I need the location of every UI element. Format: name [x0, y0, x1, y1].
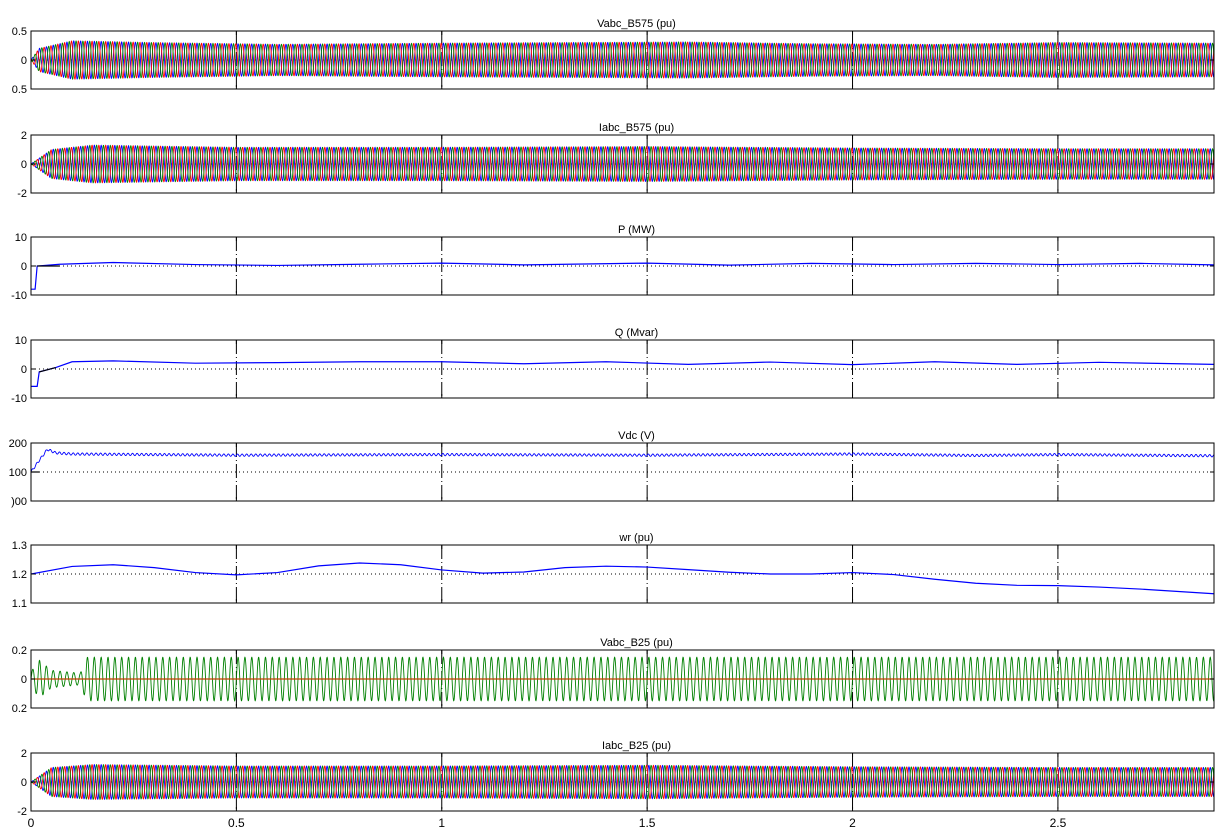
y-tick-label: 10	[15, 335, 27, 347]
trace-line	[31, 144, 1214, 184]
y-tick-label: 200	[9, 438, 27, 450]
y-tick-label: -2	[17, 188, 27, 200]
x-tick-label: 1	[438, 816, 445, 830]
scope-panel: Iabc_B575 (pu) 2 0 -2	[17, 122, 1215, 200]
y-tick-label: 1.1	[12, 598, 27, 610]
panel-title: P (MW)	[618, 224, 655, 236]
trace-group	[31, 763, 1214, 801]
y-tick-label: -2	[17, 806, 27, 818]
y-tick-label: 0.5	[12, 84, 27, 96]
trace-group	[31, 360, 1214, 387]
y-tick-label: )00	[11, 496, 27, 508]
y-tick-label: 100	[9, 467, 27, 479]
x-tick-label: 2.5	[1050, 816, 1067, 830]
trace-line	[31, 40, 1214, 80]
scope-panel: Q (Mvar) 10 0 -10	[11, 327, 1215, 405]
y-tick-label: 0	[21, 364, 27, 376]
x-tick-label: 0	[28, 816, 35, 830]
trace-line	[31, 261, 1214, 290]
scope-panel: Iabc_B25 (pu) 2 0 -2	[17, 740, 1215, 818]
trace-group	[31, 562, 1214, 595]
y-tick-label: 2	[21, 130, 27, 142]
y-tick-label: 10	[15, 232, 27, 244]
panel-title: Vdc (V)	[618, 430, 655, 442]
trace-line	[31, 40, 1214, 80]
scope-panel: Vabc_B25 (pu) 0.2 0 0.2	[12, 637, 1215, 715]
panel-title: Vabc_B575 (pu)	[597, 18, 676, 30]
y-tick-label: 0.2	[12, 645, 27, 657]
trace-group	[31, 261, 1214, 290]
x-tick-label: 1.5	[639, 816, 656, 830]
y-tick-label: 0	[21, 674, 27, 686]
y-tick-label: 2	[21, 748, 27, 760]
trace-line	[31, 144, 1214, 184]
panel-title: Q (Mvar)	[615, 327, 658, 339]
panel-title: Vabc_B25 (pu)	[600, 637, 673, 649]
trace-line	[31, 763, 1214, 801]
plot-area	[30, 339, 1215, 399]
trace-group	[31, 656, 1214, 702]
y-tick-label: -10	[11, 290, 27, 302]
scope-panel: wr (pu) 1.3 1.2 1.1	[12, 532, 1215, 610]
x-tick-label: 0.5	[228, 816, 245, 830]
y-tick-label: 0	[21, 261, 27, 273]
panel-title: wr (pu)	[618, 532, 653, 544]
scope-panel: Vdc (V) 200 100 )00	[9, 430, 1215, 508]
plot-area	[30, 544, 1215, 604]
y-tick-label: 1.3	[12, 540, 27, 552]
trace-group	[31, 144, 1214, 184]
plot-area	[30, 236, 1215, 296]
y-tick-label: 0.2	[12, 703, 27, 715]
panel-title: Iabc_B25 (pu)	[602, 740, 671, 752]
x-tick-label: 2	[849, 816, 856, 830]
y-tick-label: -10	[11, 393, 27, 405]
scope-panel: Vabc_B575 (pu) 0.5 0 0.5	[12, 18, 1215, 96]
y-tick-label: 0	[21, 55, 27, 67]
trace-line	[31, 448, 1214, 473]
trace-group	[31, 40, 1214, 80]
trace-line	[39, 366, 56, 373]
trace-line	[31, 763, 1214, 801]
scope-panel: P (MW) 10 0 -10	[11, 224, 1215, 302]
panel-title: Iabc_B575 (pu)	[599, 122, 674, 134]
trace-line	[31, 562, 1214, 595]
y-tick-label: 0	[21, 777, 27, 789]
y-tick-label: 0	[21, 159, 27, 171]
y-tick-label: 0.5	[12, 26, 27, 38]
plot-area	[30, 442, 1215, 502]
y-tick-label: 1.2	[12, 569, 27, 581]
